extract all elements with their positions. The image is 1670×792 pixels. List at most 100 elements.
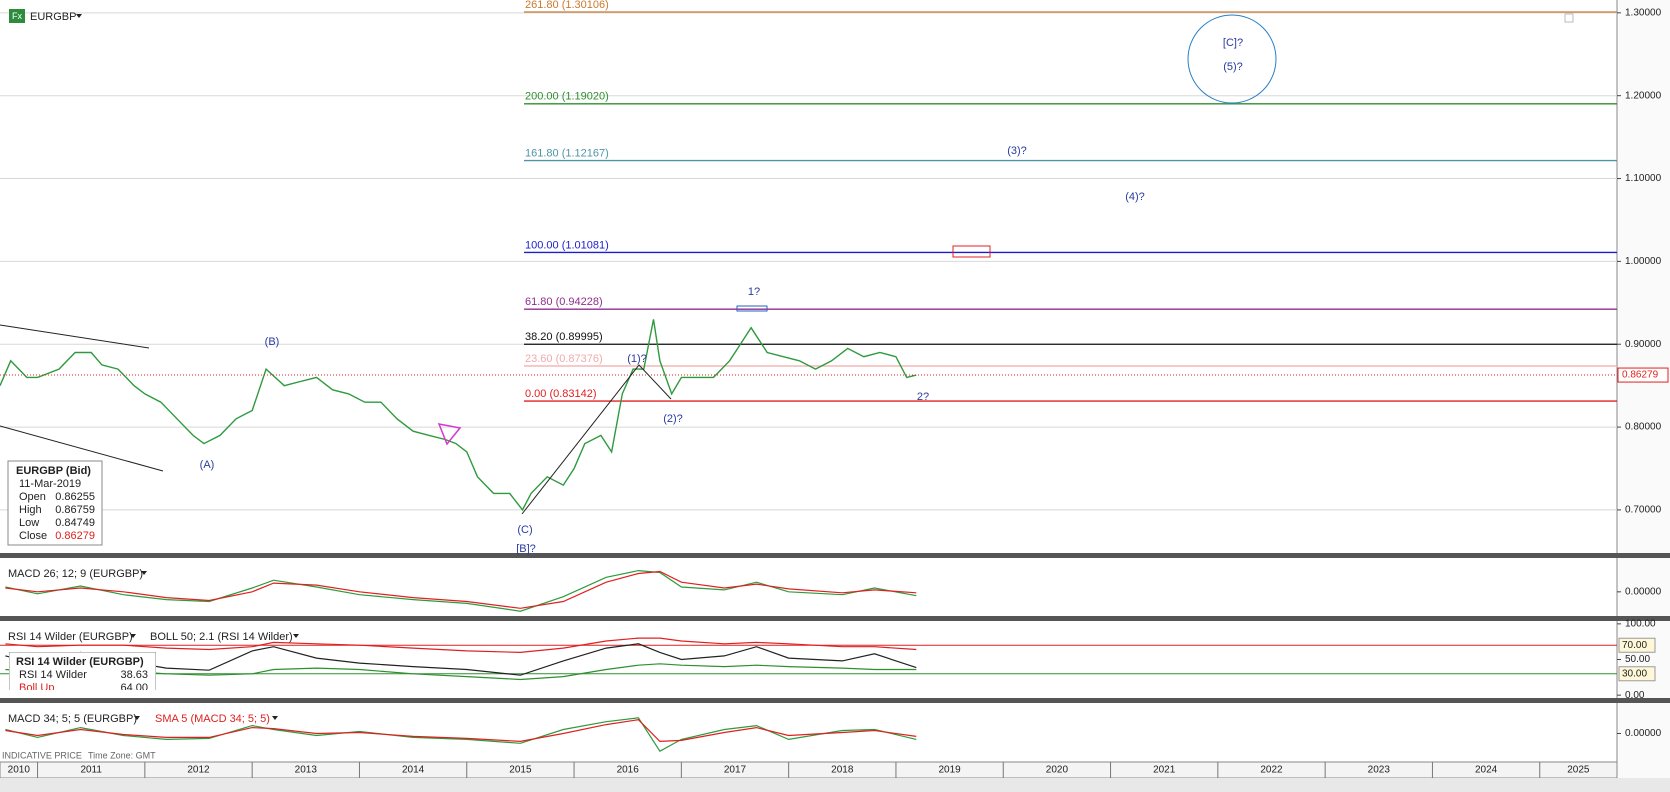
- indicator-line: [5, 569, 917, 612]
- trend-line: [0, 425, 164, 472]
- indicator-line: [5, 643, 917, 676]
- pattern-marker: [437, 423, 462, 446]
- y-tick-label: 1.30000: [1625, 7, 1662, 18]
- info-label: Close: [19, 530, 47, 542]
- y-tick-label: 1.10000: [1625, 173, 1662, 184]
- fx-badge-text: Fx: [12, 11, 22, 21]
- indicator-line: [5, 637, 917, 654]
- info-label: Low: [19, 517, 39, 529]
- y-tick-label: 1.20000: [1625, 90, 1662, 101]
- panel-title[interactable]: MACD 26; 12; 9 (EURGBP): [8, 568, 143, 580]
- rsi-info-box: RSI 14 Wilder (EURGBP) RSI 14 Wilder 38.…: [9, 652, 156, 694]
- y-tick-label: 50.00: [1625, 654, 1650, 665]
- symbol[interactable]: EURGBP: [30, 11, 76, 23]
- dropdown-arrow[interactable]: [141, 571, 147, 575]
- info-box: [7, 460, 103, 546]
- y-tick-label: 0.70000: [1625, 505, 1662, 516]
- y-tick-label: 1.00000: [1625, 256, 1662, 267]
- x-tick-label: 2019: [938, 765, 961, 776]
- y-tick-label: 0.00: [1625, 690, 1645, 701]
- level-tag: 30.00: [1622, 668, 1647, 679]
- x-tick-label: 2021: [1153, 765, 1176, 776]
- wave-label: [C]?: [1223, 37, 1243, 49]
- x-tick-label: 2010: [8, 765, 31, 776]
- info-rows: Open 0.86255 High 0.86759 Low 0.84749 Close 0.8…: [19, 491, 95, 542]
- x-tick-label: 2017: [724, 765, 747, 776]
- trend-line: [0, 324, 150, 349]
- panel-divider: [0, 616, 1670, 621]
- y-tick-label: 0.00000: [1625, 728, 1662, 739]
- info-value: 38.63: [120, 669, 148, 681]
- info-value: 0.86255: [55, 491, 95, 503]
- x-tick-label: 2015: [509, 765, 532, 776]
- level-label: 261.80 (1.30106): [525, 0, 609, 11]
- last-price-tag: 0.86279: [1622, 370, 1659, 381]
- x-tick-label: 2012: [187, 765, 210, 776]
- indicator-line: [5, 663, 917, 681]
- level-label: 200.00 (1.19020): [525, 91, 609, 103]
- panel-title[interactable]: RSI 14 Wilder (EURGBP): [8, 631, 133, 643]
- info-title: RSI 14 Wilder (EURGBP): [16, 656, 144, 668]
- info-date: 11-Mar-2019: [19, 478, 81, 490]
- level-tag: 70.00: [1622, 640, 1647, 651]
- indicator-line: [5, 719, 917, 743]
- info-label: Open: [19, 491, 46, 503]
- x-tick-label: 2011: [80, 765, 102, 776]
- x-tick-label: 2025: [1567, 765, 1590, 776]
- x-tick-label: 2022: [1260, 765, 1283, 776]
- wave-label: 1?: [748, 286, 760, 298]
- info-value: 0.84749: [55, 517, 95, 529]
- wave-label: (A): [200, 459, 215, 471]
- dropdown-arrow[interactable]: [272, 716, 278, 720]
- info-value: 0.86279: [55, 530, 95, 542]
- y-tick-label: 100.00: [1625, 618, 1656, 629]
- panel-title[interactable]: MACD 34; 5; 5 (EURGBP): [8, 713, 137, 725]
- y-tick-label: 0.90000: [1625, 339, 1662, 350]
- x-tick-label: 2023: [1368, 765, 1391, 776]
- dropdown-arrow[interactable]: [76, 14, 82, 18]
- level-label: 161.80 (1.12167): [525, 147, 609, 159]
- target-box: [952, 245, 991, 258]
- wave-label: (5)?: [1223, 61, 1243, 73]
- info-value: 0.86759: [55, 504, 95, 516]
- x-tick-label: 2024: [1475, 765, 1498, 776]
- wave-label: 2?: [917, 391, 929, 403]
- y-tick-label: 0.00000: [1625, 586, 1662, 597]
- price-axis-bg: [1617, 0, 1670, 792]
- dropdown-arrow[interactable]: [293, 634, 299, 638]
- info-title: EURGBP (Bid): [16, 465, 91, 477]
- target-box: [736, 305, 768, 312]
- level-label: 100.00 (1.01081): [525, 239, 609, 251]
- level-label: 38.20 (0.89995): [525, 331, 603, 343]
- level-tag-bg: [1618, 637, 1656, 653]
- price-line: [0, 319, 917, 512]
- panel-subtitle[interactable]: BOLL 50; 2.1 (RSI 14 Wilder): [150, 631, 293, 643]
- y-tick-label: 0.80000: [1625, 422, 1662, 433]
- indicator-line: [5, 570, 917, 609]
- wave-label: (3)?: [1007, 145, 1027, 157]
- panel-divider: [0, 698, 1670, 703]
- dropdown-arrow[interactable]: [130, 634, 136, 638]
- last-price-tag-bg: [1617, 367, 1669, 383]
- fx-badge: [9, 9, 25, 23]
- panel-subtitle[interactable]: SMA 5 (MACD 34; 5; 5): [155, 713, 270, 725]
- footer-timezone: Time Zone: GMT: [88, 750, 156, 760]
- wave-label: [B]?: [516, 543, 536, 555]
- status-bar: [0, 778, 1670, 792]
- window-button[interactable]: [1564, 13, 1574, 23]
- dropdown-arrow[interactable]: [134, 716, 140, 720]
- x-tick-label: 2014: [402, 765, 425, 776]
- level-tag-bg: [1618, 666, 1656, 682]
- info-label: RSI 14 Wilder: [19, 669, 87, 681]
- info-value: 64.00: [120, 682, 148, 694]
- footer-note: INDICATIVE PRICE: [2, 750, 82, 760]
- wave-label: (B): [265, 336, 280, 348]
- level-label: 0.00 (0.83142): [525, 388, 597, 400]
- x-tick-label: 2013: [295, 765, 318, 776]
- wave-label: (C): [517, 524, 532, 536]
- x-tick-label: 2020: [1046, 765, 1069, 776]
- wave-label: (4)?: [1125, 191, 1145, 203]
